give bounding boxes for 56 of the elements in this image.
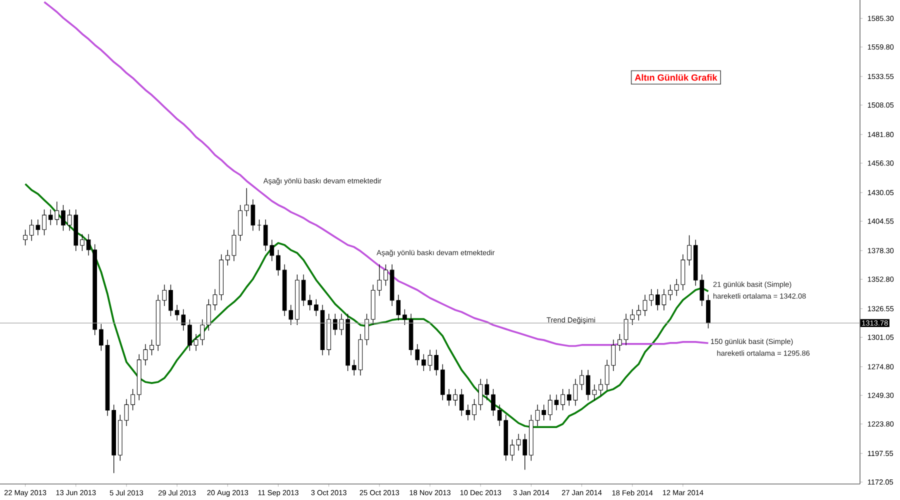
candlestick (655, 288, 660, 311)
candlestick (706, 294, 710, 329)
candlestick (542, 404, 546, 421)
candlestick (23, 229, 28, 246)
candlestick (61, 204, 66, 232)
candlestick (314, 298, 318, 316)
candlestick (434, 349, 438, 376)
candlestick (472, 398, 476, 421)
candlestick (181, 308, 186, 331)
candlestick (642, 294, 648, 316)
candlestick (497, 404, 502, 426)
candlestick (548, 394, 552, 421)
candlestick (396, 294, 401, 321)
candlestick (99, 324, 104, 352)
candlestick (263, 219, 268, 252)
candlestick (466, 404, 470, 421)
candlestick (649, 288, 654, 306)
candlestick (598, 378, 603, 396)
text: Altın Günlük Grafik (634, 74, 718, 81)
candlestick (206, 298, 211, 331)
candlestick (200, 319, 205, 346)
candlestick (80, 234, 84, 252)
candlestick (174, 304, 180, 321)
candlestick (308, 294, 312, 311)
candlestick (618, 334, 622, 352)
candlestick (687, 234, 692, 266)
candlestick (636, 304, 641, 321)
candlestick (428, 349, 432, 372)
candlestick (86, 234, 91, 256)
candlestick (510, 439, 514, 462)
candlestick (491, 388, 496, 416)
candlestick (270, 239, 274, 262)
candlestick (580, 370, 584, 390)
candlestick (453, 388, 458, 406)
candlestick (194, 334, 198, 352)
candlestick (188, 319, 192, 352)
candlestick (276, 250, 280, 276)
candlestick (668, 284, 672, 301)
candlestick (150, 339, 154, 356)
candlestick (301, 274, 306, 306)
candlestick (42, 209, 46, 236)
candlestick (459, 388, 464, 416)
candlestick (377, 264, 382, 296)
candlestick (535, 404, 540, 426)
candlestick (554, 394, 559, 411)
candlestick (674, 278, 679, 296)
candlestick (422, 354, 426, 372)
candlestick (402, 308, 407, 326)
candlestick (212, 288, 218, 311)
candlestick (560, 388, 565, 411)
candlestick (384, 264, 388, 286)
candlestick (168, 284, 173, 316)
candlestick (446, 388, 452, 406)
candlestick (130, 388, 135, 411)
candlestick (662, 288, 666, 311)
candlestick (364, 313, 369, 346)
